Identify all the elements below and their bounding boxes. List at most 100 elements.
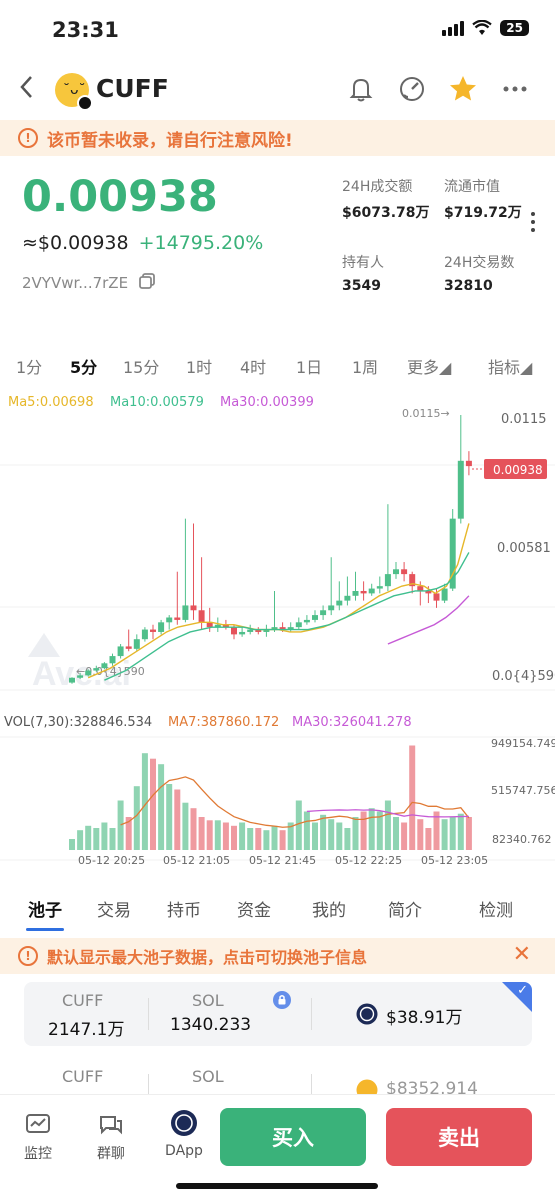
volume-bar bbox=[190, 808, 197, 850]
indicator-menu[interactable]: 指标◢ bbox=[488, 358, 533, 377]
timeframe-1m[interactable]: 1分 bbox=[16, 358, 43, 377]
volume-bar bbox=[117, 800, 124, 850]
alert-button[interactable] bbox=[346, 74, 376, 104]
tab-holders[interactable]: 持币 bbox=[167, 901, 201, 921]
x-tick: 05-12 22:25 bbox=[335, 854, 402, 867]
volume-bar bbox=[166, 784, 173, 850]
pool-card-selected[interactable]: ✓ CUFF 2147.1万 SOL 1340.233 $38.91万 bbox=[24, 982, 532, 1046]
tab-mine[interactable]: 我的 bbox=[312, 901, 346, 921]
divider bbox=[311, 998, 312, 1030]
tab-trades[interactable]: 交易 bbox=[97, 901, 131, 921]
stat-holders: 持有人 3549 bbox=[342, 252, 384, 294]
favorite-button[interactable] bbox=[448, 74, 478, 104]
candle bbox=[352, 590, 359, 596]
monitor-button[interactable]: 监控 bbox=[8, 1113, 68, 1163]
candle bbox=[336, 600, 343, 606]
token-a-label: CUFF bbox=[62, 991, 104, 1010]
timeframe-more[interactable]: 更多◢ bbox=[407, 358, 452, 377]
volume-bar bbox=[206, 820, 213, 850]
candle bbox=[125, 646, 132, 649]
candles-group bbox=[69, 415, 472, 684]
pool-notice-banner[interactable]: ! 默认显示最大池子数据，点击可切换池子信息 ✕ bbox=[0, 938, 555, 974]
volume-bar bbox=[271, 825, 278, 850]
candle bbox=[360, 590, 367, 594]
battery-indicator: 25 bbox=[500, 20, 529, 36]
volume-bar bbox=[417, 819, 424, 850]
dapp-button[interactable]: DApp bbox=[154, 1110, 214, 1159]
stat-market-cap: 流通市值 $719.72万 bbox=[444, 176, 522, 222]
ma5-line bbox=[87, 523, 470, 679]
x-tick: 05-12 20:25 bbox=[78, 854, 145, 867]
volume-bar bbox=[141, 753, 148, 850]
tab-pools[interactable]: 池子 bbox=[28, 901, 62, 921]
copy-address-button[interactable] bbox=[138, 272, 156, 294]
token-a-amount: 2147.1万 bbox=[48, 1020, 125, 1040]
x-tick: 05-12 23:05 bbox=[421, 854, 488, 867]
candle bbox=[271, 627, 278, 630]
contract-address-row: 2VYVwr...7rZE bbox=[22, 272, 156, 294]
warning-icon: ! bbox=[18, 128, 38, 148]
divider bbox=[148, 1074, 149, 1094]
low-marker: ←0.0{4}590 bbox=[76, 665, 145, 678]
lock-icon bbox=[273, 991, 291, 1009]
sell-button[interactable]: 卖出 bbox=[386, 1108, 532, 1166]
usd-price-row: ≈$0.00938 +14795.20% bbox=[22, 232, 263, 254]
candle bbox=[409, 574, 416, 587]
ma30-line bbox=[387, 595, 470, 645]
more-button[interactable] bbox=[500, 74, 530, 104]
volume-bar bbox=[465, 817, 472, 850]
timeframe-5m[interactable]: 5分 bbox=[70, 358, 98, 377]
timeframe-4h[interactable]: 4时 bbox=[240, 358, 267, 377]
price-change: +14795.20% bbox=[138, 232, 264, 254]
candle bbox=[376, 586, 383, 589]
volume-bar bbox=[320, 814, 327, 850]
pool-liquidity: $8352.914 bbox=[386, 1079, 478, 1094]
usd-price: ≈$0.00938 bbox=[22, 232, 129, 254]
volume-bar bbox=[409, 745, 416, 850]
stat-label: 流通市值 bbox=[444, 179, 500, 195]
tab-intro[interactable]: 简介 bbox=[388, 901, 422, 921]
timeframe-15m[interactable]: 15分 bbox=[123, 358, 160, 377]
volume-bar bbox=[449, 817, 456, 850]
pool-liquidity: $38.91万 bbox=[386, 1008, 463, 1028]
timeframe-1w[interactable]: 1周 bbox=[352, 358, 379, 377]
candle bbox=[93, 668, 100, 671]
stat-label: 24H交易数 bbox=[444, 255, 515, 271]
buy-button[interactable]: 买入 bbox=[220, 1108, 366, 1166]
stat-label: 持有人 bbox=[342, 255, 384, 271]
candlestick-chart[interactable]: Ave.ai Ma5:0.00698 Ma10:0.00579 Ma30:0.0… bbox=[0, 385, 555, 875]
cellular-signal-icon bbox=[442, 20, 465, 36]
star-icon bbox=[450, 76, 476, 101]
volume-bar bbox=[376, 811, 383, 850]
close-icon[interactable]: ✕ bbox=[512, 942, 531, 967]
bell-icon bbox=[349, 78, 373, 102]
candle bbox=[206, 622, 213, 628]
candle bbox=[85, 670, 92, 676]
divider bbox=[311, 1074, 312, 1094]
tab-funds[interactable]: 资金 bbox=[237, 901, 271, 921]
pool-card[interactable]: CUFF SOL $8352.914 bbox=[24, 1058, 532, 1094]
candle bbox=[214, 624, 221, 628]
back-button[interactable] bbox=[16, 72, 38, 108]
candle bbox=[384, 574, 391, 587]
pool-notice-text: 默认显示最大池子数据，点击可切换池子信息 bbox=[47, 948, 368, 967]
timeframe-1h[interactable]: 1时 bbox=[186, 358, 213, 377]
timeframe-selector: 1分 5分 15分 1时 4时 1日 1周 更多◢ 指标◢ bbox=[0, 354, 555, 378]
ma10-line bbox=[104, 552, 470, 681]
tab-check[interactable]: 检测 bbox=[479, 901, 513, 921]
active-tab-indicator bbox=[26, 928, 64, 931]
group-chat-label: 群聊 bbox=[97, 1146, 125, 1162]
home-indicator bbox=[176, 1183, 378, 1189]
group-chat-button[interactable]: 群聊 bbox=[81, 1113, 141, 1163]
stats-more-button[interactable] bbox=[531, 212, 535, 232]
watermark-logo-icon bbox=[28, 633, 60, 657]
candle bbox=[287, 627, 294, 630]
gauge-button[interactable] bbox=[397, 74, 427, 104]
candle bbox=[320, 610, 327, 616]
volume-ma30-line bbox=[306, 809, 469, 818]
candle bbox=[109, 656, 116, 664]
timeframe-1d[interactable]: 1日 bbox=[296, 358, 323, 377]
candle bbox=[166, 617, 173, 623]
candle bbox=[457, 460, 464, 519]
candle bbox=[117, 646, 124, 657]
